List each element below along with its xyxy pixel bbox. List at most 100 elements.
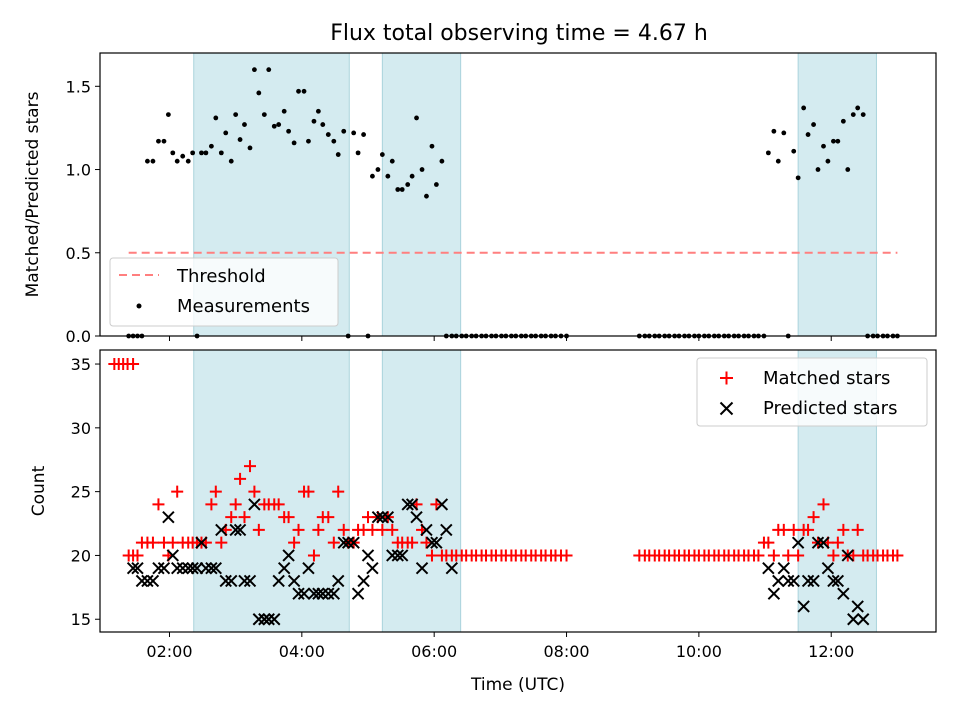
measurement-point	[395, 187, 401, 192]
predicted-star-point	[376, 510, 389, 524]
measurement-point	[161, 138, 167, 144]
measurement-point	[405, 182, 411, 187]
measurement-point	[335, 152, 341, 157]
predicted-star-point	[837, 587, 850, 600]
measurement-point	[399, 187, 405, 192]
measurement-point	[379, 152, 385, 157]
predicted-star-point	[195, 536, 208, 549]
matched-star-point	[215, 536, 228, 549]
measurement-point	[233, 112, 239, 117]
top-y-axis-label: Matched/Predicted stars	[23, 91, 43, 297]
predicted-star-point	[287, 574, 301, 588]
measurements-legend-swatch	[136, 303, 142, 309]
matched-star-point	[817, 498, 830, 511]
matched-star-point	[827, 549, 840, 562]
predicted-star-point	[807, 574, 820, 588]
measurement-point	[286, 128, 291, 134]
measurement-point	[271, 123, 277, 129]
matched-star-point	[243, 460, 256, 473]
x-tick-label: 12:00	[808, 642, 854, 661]
predicted-star-point	[166, 549, 179, 562]
matched-star-point	[802, 523, 815, 536]
predicted-star-point	[170, 561, 184, 575]
x-tick-label: 06:00	[411, 642, 457, 661]
predicted-star-point	[847, 613, 860, 626]
predicted-star-point	[782, 574, 795, 588]
top-y-tick-label: 0.5	[66, 244, 91, 263]
predicted-star-point	[268, 613, 281, 626]
matched-star-point	[234, 472, 247, 485]
predicted-star-point	[415, 561, 429, 575]
measurement-point	[325, 132, 331, 137]
matched-star-point	[229, 498, 242, 511]
measurement-point	[306, 138, 311, 144]
predicted-star-point	[381, 510, 395, 524]
measurement-point	[433, 182, 439, 187]
measurement-point	[315, 108, 321, 114]
bottom-y-tick-label: 15	[71, 610, 91, 629]
measurement-point	[331, 138, 337, 144]
top-observing-window-3	[797, 52, 877, 337]
matched-star-point	[891, 549, 904, 562]
matched-star-point	[127, 358, 140, 371]
measurement-point	[389, 158, 395, 164]
predicted-star-point	[233, 523, 247, 537]
matched-star-point	[851, 523, 864, 536]
measurement-point	[439, 158, 445, 164]
predicted-star-point	[262, 613, 275, 626]
bottom-y-tick-label: 20	[71, 546, 91, 565]
predicted-star-point	[361, 549, 375, 562]
predicted-star-point	[332, 574, 345, 588]
matched-star-point	[406, 536, 419, 549]
measurement-point	[855, 105, 861, 111]
predicted-star-point	[327, 587, 341, 600]
predicted-star-point	[797, 600, 810, 613]
matched-star-point	[307, 549, 320, 562]
measurement-point	[213, 115, 219, 121]
top-axis-ticks: 0.0 0.5 1.0 1.5	[66, 77, 832, 346]
predicted-star-point	[277, 561, 291, 575]
predicted-star-point	[215, 523, 228, 537]
predicted-star-point	[252, 613, 266, 626]
measurement-point	[821, 143, 826, 149]
chart-title: Flux total observing time = 4.67 h	[330, 21, 708, 46]
matched-star-point	[225, 511, 238, 524]
measurement-point	[424, 193, 429, 199]
predicted-legend-swatch	[719, 401, 734, 416]
measurement-point	[203, 150, 209, 156]
measurement-point	[156, 138, 161, 144]
matched-star-point	[312, 523, 325, 536]
predicted-star-point	[199, 561, 213, 575]
measurement-point	[361, 132, 366, 137]
matched-star-point	[337, 523, 350, 536]
predicted-star-point	[322, 587, 335, 600]
measurement-point	[805, 132, 811, 137]
predicted-star-point	[821, 561, 835, 575]
predicted-star-point	[162, 510, 175, 524]
measurement-point	[801, 105, 807, 111]
predicted-star-point	[292, 587, 305, 600]
predicted-star-point	[272, 574, 285, 588]
matched-legend-label: Matched stars	[763, 368, 890, 389]
measurement-point	[291, 140, 297, 146]
matched-star-point	[209, 485, 222, 498]
predicted-star-point	[186, 561, 199, 575]
predicted-star-point	[225, 574, 238, 588]
predicted-star-point	[357, 574, 370, 588]
count-panel: 02:00 04:00 06:00 08:00 10:00 12:00 15 20 25 30 35…	[29, 349, 937, 695]
measurement-point	[771, 128, 777, 134]
matched-star-point	[386, 523, 399, 536]
top-plot-frame	[99, 52, 937, 337]
measurement-point	[775, 158, 781, 164]
predicted-star-point	[366, 561, 379, 575]
predicted-star-point	[302, 561, 315, 575]
measurement-point	[301, 88, 307, 94]
measurement-point	[370, 173, 375, 179]
bottom-plot-frame	[99, 349, 937, 633]
top-y-tick-label: 1.5	[66, 77, 91, 96]
top-legend-box	[109, 257, 339, 327]
matched-star-point	[205, 498, 218, 511]
matched-star-point	[332, 485, 345, 498]
top-y-tick-label: 0.0	[66, 327, 91, 346]
